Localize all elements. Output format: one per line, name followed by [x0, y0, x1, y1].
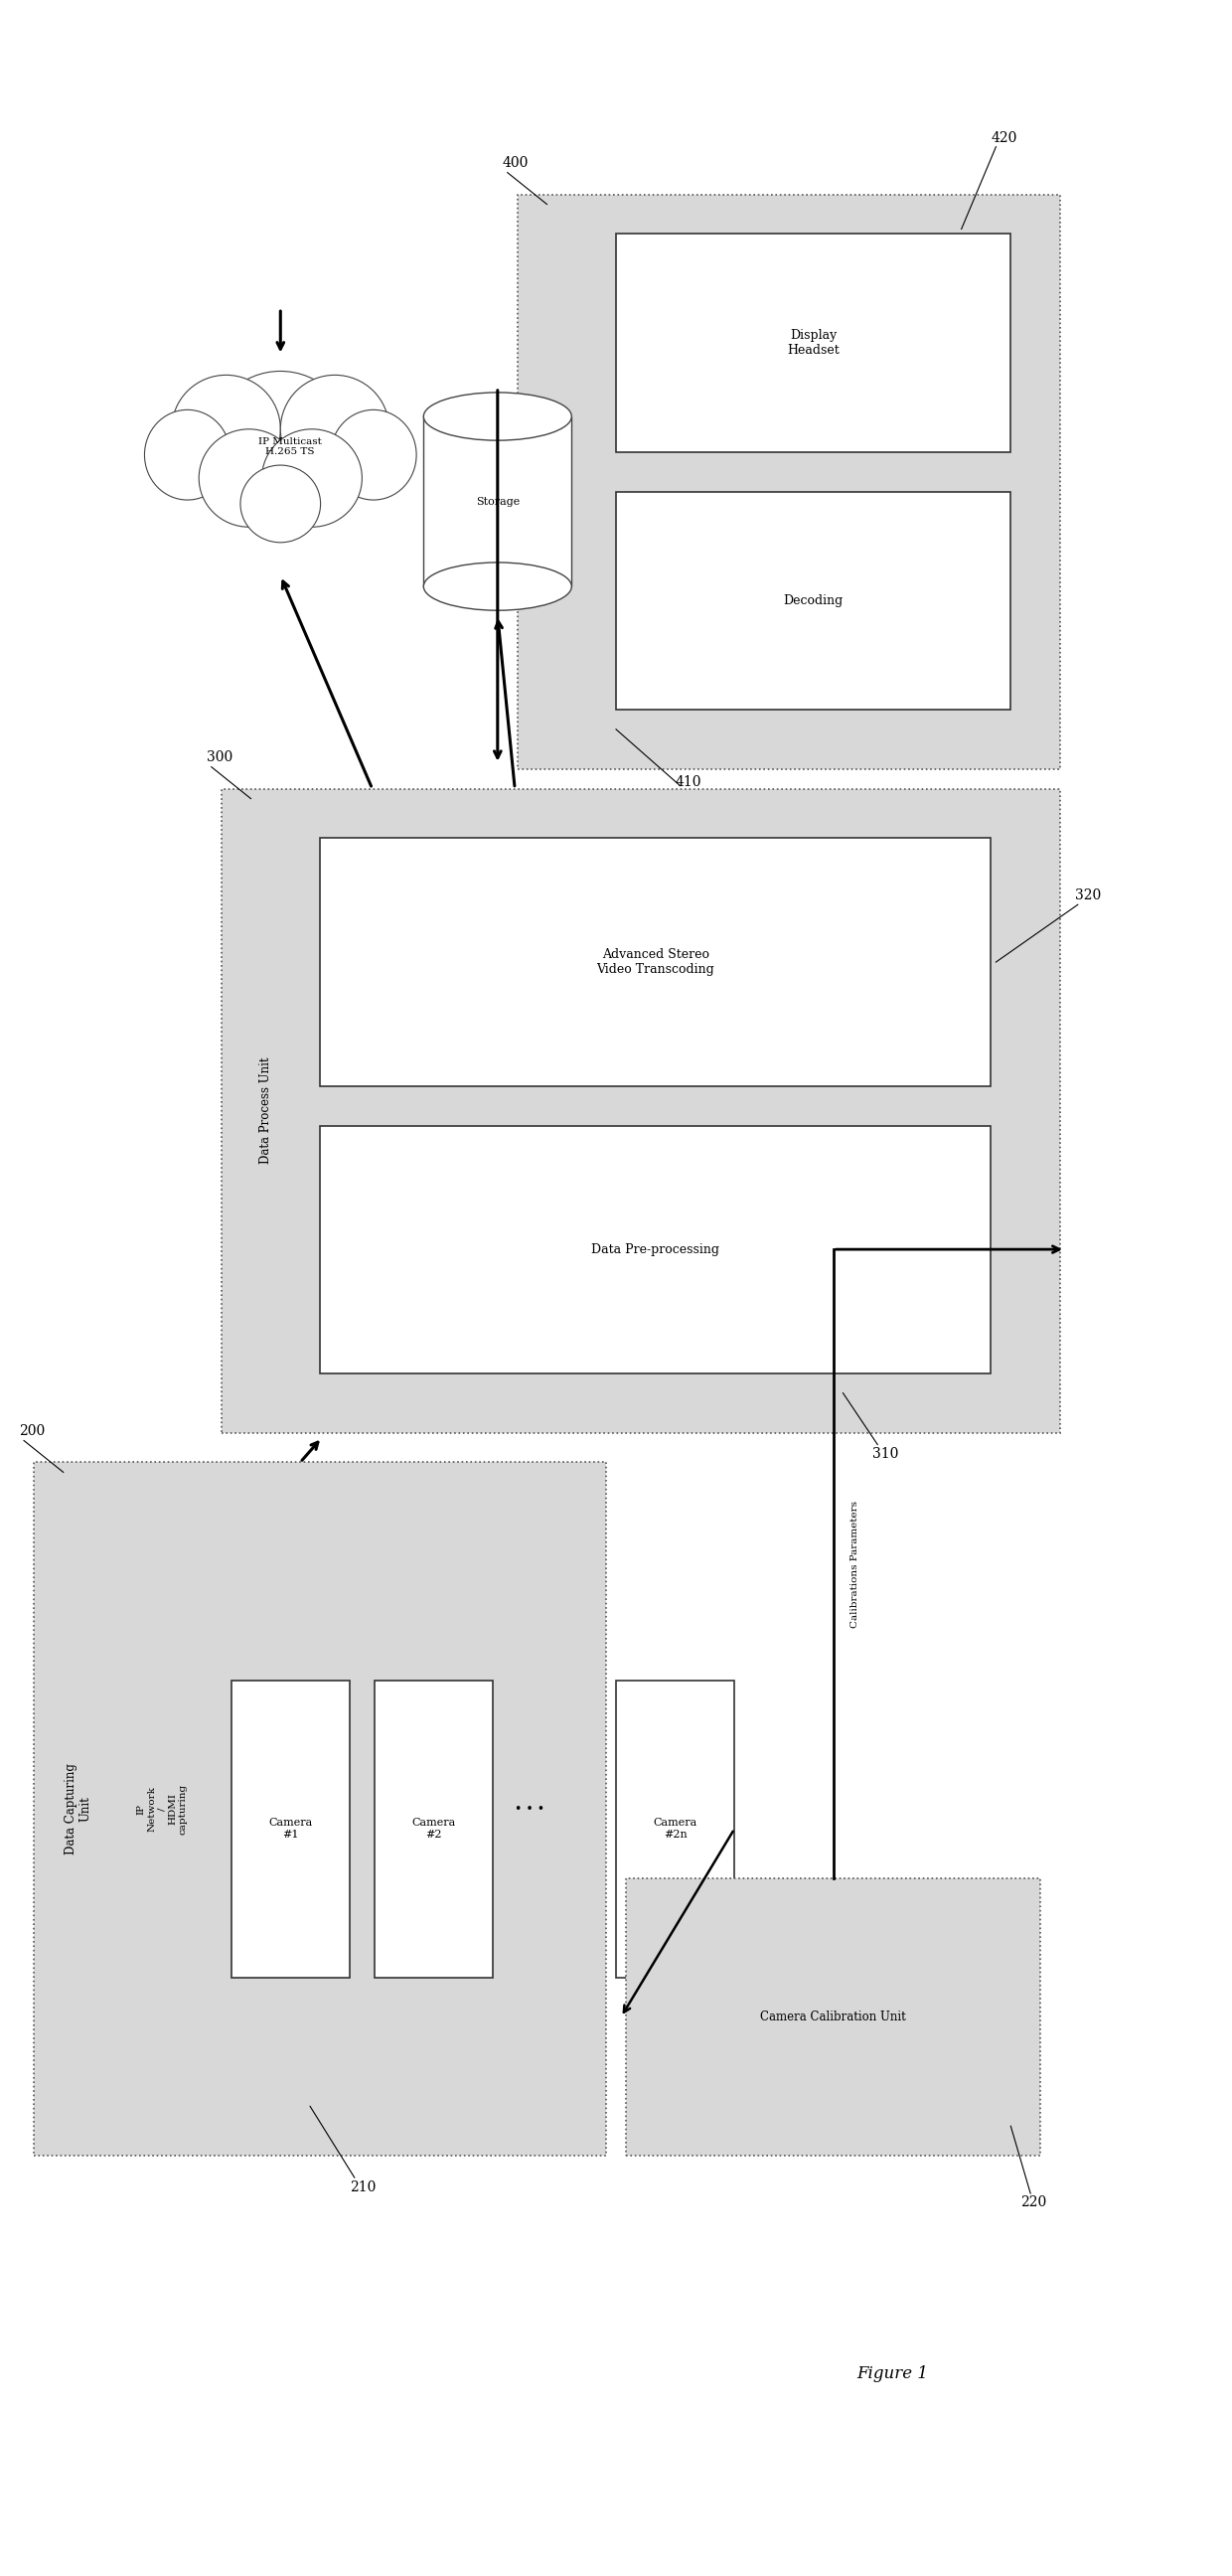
Text: Decoding: Decoding	[784, 595, 844, 608]
Text: Figure 1: Figure 1	[856, 2365, 928, 2383]
Ellipse shape	[281, 376, 389, 484]
Text: Data Process Unit: Data Process Unit	[259, 1056, 272, 1164]
Bar	[320, 837, 991, 1087]
Ellipse shape	[144, 410, 230, 500]
Text: Data Pre-processing: Data Pre-processing	[591, 1242, 719, 1257]
Text: Camera
#2: Camera #2	[411, 1819, 456, 1839]
Text: 310: 310	[872, 1448, 899, 1461]
Ellipse shape	[424, 562, 572, 611]
Text: IP
Network
/
HDMI
capturing: IP Network / HDMI capturing	[137, 1783, 187, 1834]
Bar	[616, 1680, 734, 1978]
Text: 220: 220	[1020, 2195, 1047, 2210]
Text: Data Capturing
Unit: Data Capturing Unit	[64, 1765, 92, 1855]
Ellipse shape	[330, 410, 416, 500]
Ellipse shape	[424, 392, 572, 440]
Ellipse shape	[240, 466, 320, 544]
Ellipse shape	[171, 376, 281, 484]
Bar	[424, 417, 572, 587]
Bar	[616, 234, 1010, 451]
Ellipse shape	[198, 430, 299, 528]
Bar	[626, 1878, 1040, 2156]
Text: • • •: • • •	[515, 1803, 545, 1816]
Text: Display
Headset: Display Headset	[787, 330, 839, 358]
Bar	[33, 1463, 606, 2156]
Text: Camera
#2n: Camera #2n	[653, 1819, 697, 1839]
Bar	[222, 788, 1060, 1432]
Text: IP Multicast
H.265 TS: IP Multicast H.265 TS	[259, 438, 322, 456]
Text: Storage: Storage	[476, 497, 520, 507]
Text: Data Display Unit: Data Display Unit	[556, 430, 568, 533]
Text: 400: 400	[503, 155, 529, 170]
Bar	[232, 1680, 350, 1978]
Text: 200: 200	[18, 1425, 46, 1437]
Bar	[375, 1680, 493, 1978]
Text: 320: 320	[1074, 889, 1101, 902]
Bar	[517, 193, 1060, 768]
Bar	[320, 1126, 991, 1373]
Text: 410: 410	[675, 775, 701, 788]
Text: 210: 210	[350, 2179, 376, 2195]
Text: Camera Calibration Unit: Camera Calibration Unit	[760, 2012, 906, 2025]
Ellipse shape	[262, 430, 362, 528]
Text: Advanced Stereo
Video Transcoding: Advanced Stereo Video Transcoding	[596, 948, 715, 976]
Text: 300: 300	[207, 750, 233, 765]
Text: Camera
#1: Camera #1	[269, 1819, 313, 1839]
Bar	[616, 492, 1010, 708]
Text: 420: 420	[991, 131, 1018, 144]
Ellipse shape	[209, 371, 352, 513]
Text: Calibrations Parameters: Calibrations Parameters	[851, 1499, 860, 1628]
